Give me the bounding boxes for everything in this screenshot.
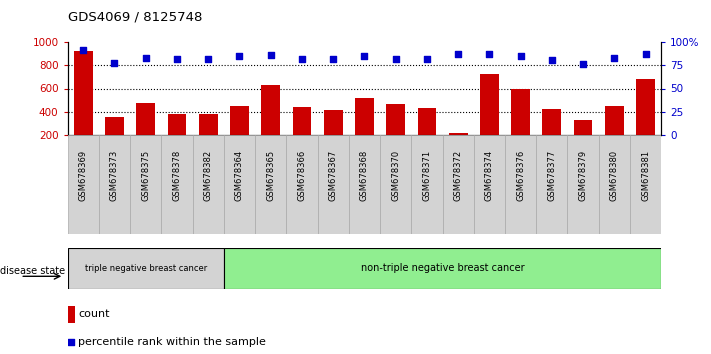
Point	[140, 55, 151, 61]
Bar	[224, 135, 255, 234]
Bar	[630, 135, 661, 234]
Text: GSM678374: GSM678374	[485, 149, 494, 200]
Text: GSM678375: GSM678375	[141, 149, 150, 200]
Point	[546, 57, 557, 63]
Point	[358, 53, 370, 59]
Text: GSM678380: GSM678380	[610, 149, 619, 200]
Text: GSM678368: GSM678368	[360, 149, 369, 201]
Bar	[68, 306, 75, 323]
Bar	[68, 248, 224, 289]
Point	[296, 56, 308, 62]
Bar	[442, 135, 474, 234]
Bar	[474, 135, 505, 234]
Point	[65, 339, 77, 344]
Bar	[511, 89, 530, 158]
Point	[452, 51, 464, 56]
Text: GSM678365: GSM678365	[266, 149, 275, 200]
Bar	[355, 98, 374, 158]
Text: GSM678373: GSM678373	[110, 149, 119, 201]
Text: GSM678372: GSM678372	[454, 149, 463, 200]
Bar	[161, 135, 193, 234]
Bar	[605, 106, 624, 158]
Text: GSM678379: GSM678379	[579, 149, 587, 200]
Bar	[74, 51, 92, 158]
Bar	[255, 135, 287, 234]
Text: GSM678364: GSM678364	[235, 149, 244, 200]
Text: GSM678370: GSM678370	[391, 149, 400, 200]
Point	[109, 60, 120, 65]
Text: GSM678378: GSM678378	[172, 149, 181, 201]
Point	[390, 56, 401, 62]
Text: GSM678371: GSM678371	[422, 149, 432, 200]
Bar	[130, 135, 161, 234]
Bar	[480, 74, 498, 158]
Point	[77, 47, 89, 53]
Point	[234, 53, 245, 59]
Bar	[449, 133, 468, 158]
Text: GSM678367: GSM678367	[328, 149, 338, 201]
Text: GSM678377: GSM678377	[547, 149, 557, 201]
Bar	[636, 79, 655, 158]
Text: non-triple negative breast cancer: non-triple negative breast cancer	[360, 263, 524, 273]
Bar	[168, 114, 186, 158]
Point	[515, 53, 526, 59]
Text: GSM678369: GSM678369	[79, 149, 87, 200]
Text: GSM678366: GSM678366	[297, 149, 306, 201]
Text: percentile rank within the sample: percentile rank within the sample	[78, 337, 266, 347]
Bar	[380, 135, 411, 234]
Bar	[287, 135, 318, 234]
Bar	[411, 135, 442, 234]
Bar	[224, 248, 661, 289]
Bar	[574, 120, 592, 158]
Bar	[567, 135, 599, 234]
Bar	[230, 106, 249, 158]
Bar	[199, 114, 218, 158]
Text: disease state: disease state	[0, 266, 65, 276]
Bar	[349, 135, 380, 234]
Point	[203, 56, 214, 62]
Bar	[68, 135, 99, 234]
Point	[640, 51, 651, 56]
Bar	[505, 135, 536, 234]
Bar	[137, 103, 155, 158]
Text: GSM678382: GSM678382	[203, 149, 213, 200]
Bar	[292, 108, 311, 158]
Bar	[599, 135, 630, 234]
Point	[265, 52, 277, 58]
Bar	[318, 135, 349, 234]
Point	[609, 55, 620, 61]
Bar	[542, 109, 561, 158]
Point	[577, 61, 589, 67]
Text: GSM678381: GSM678381	[641, 149, 650, 200]
Bar	[261, 85, 280, 158]
Bar	[324, 110, 343, 158]
Bar	[193, 135, 224, 234]
Bar	[536, 135, 567, 234]
Point	[483, 52, 495, 57]
Bar	[99, 135, 130, 234]
Point	[328, 56, 339, 62]
Text: triple negative breast cancer: triple negative breast cancer	[85, 264, 207, 273]
Point	[421, 56, 432, 62]
Bar	[417, 108, 437, 158]
Bar	[386, 104, 405, 158]
Text: count: count	[78, 309, 109, 319]
Text: GSM678376: GSM678376	[516, 149, 525, 201]
Point	[171, 56, 183, 62]
Bar	[105, 117, 124, 158]
Text: GDS4069 / 8125748: GDS4069 / 8125748	[68, 11, 202, 24]
